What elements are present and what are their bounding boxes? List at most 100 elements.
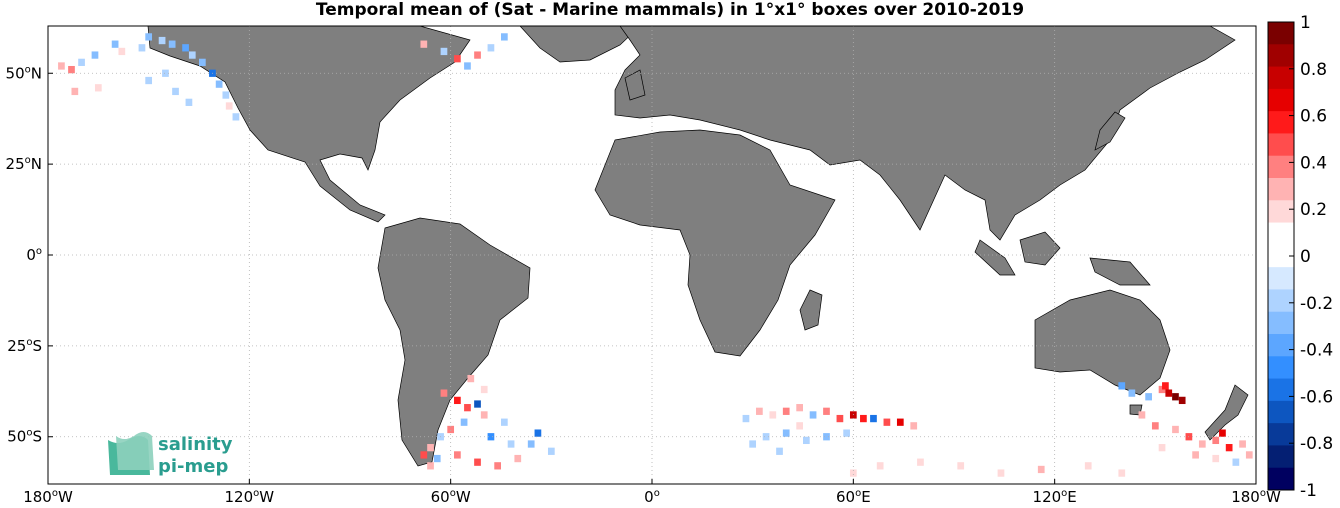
colorbar-segment bbox=[1268, 467, 1294, 491]
land-japan bbox=[1094, 111, 1126, 151]
data-box bbox=[454, 55, 461, 63]
data-box bbox=[1084, 462, 1092, 470]
land-north-america bbox=[147, 26, 471, 223]
data-box bbox=[182, 44, 189, 52]
data-box bbox=[1138, 411, 1146, 419]
y-tick-label: 0o bbox=[26, 246, 42, 264]
data-box bbox=[527, 440, 535, 448]
data-box bbox=[440, 389, 448, 397]
colorbar-tick-label: 1 bbox=[1300, 13, 1311, 33]
data-box bbox=[454, 451, 461, 459]
data-box bbox=[427, 462, 434, 470]
salinity-pi-mep-logo: salinity pi-mep bbox=[108, 432, 233, 477]
data-box bbox=[480, 411, 488, 419]
data-box bbox=[162, 69, 169, 77]
colorbar-segment bbox=[1268, 66, 1294, 90]
data-box bbox=[796, 404, 803, 412]
colorbar-segment bbox=[1268, 133, 1294, 157]
data-box bbox=[1165, 389, 1173, 397]
data-box bbox=[1118, 469, 1126, 477]
data-box bbox=[188, 51, 196, 59]
x-tick-label: 60oE bbox=[836, 488, 871, 506]
data-box bbox=[501, 418, 508, 426]
logo-line1: salinity bbox=[158, 434, 233, 455]
data-box bbox=[420, 451, 428, 459]
data-box bbox=[1178, 396, 1186, 405]
data-box bbox=[910, 422, 918, 430]
data-box bbox=[185, 98, 193, 106]
data-box bbox=[447, 425, 455, 434]
colorbar-tick-label: 0.2 bbox=[1300, 200, 1327, 220]
colorbar-tick-label: -0.4 bbox=[1300, 341, 1333, 361]
data-box bbox=[1145, 393, 1152, 401]
colorbar-segment bbox=[1268, 311, 1294, 335]
colorbar-segment bbox=[1268, 44, 1294, 68]
data-box bbox=[480, 385, 488, 394]
data-box bbox=[917, 458, 924, 466]
data-box bbox=[843, 429, 850, 437]
data-box bbox=[1158, 444, 1166, 452]
data-box bbox=[1118, 382, 1126, 390]
data-boxes bbox=[58, 33, 1253, 477]
data-box bbox=[1225, 444, 1233, 452]
colorbar-segment bbox=[1268, 88, 1294, 112]
land-australia bbox=[1034, 289, 1171, 396]
colorbar-segment bbox=[1268, 445, 1294, 469]
data-box bbox=[68, 65, 75, 74]
colorbar-tick-label: -0.6 bbox=[1300, 387, 1333, 407]
data-box bbox=[501, 33, 508, 41]
colorbar-segment bbox=[1268, 222, 1294, 246]
colorbar-segment bbox=[1268, 155, 1294, 179]
data-box bbox=[507, 440, 515, 448]
data-box bbox=[1037, 465, 1045, 474]
data-box bbox=[849, 469, 857, 477]
colorbar-segment bbox=[1268, 356, 1294, 380]
colorbar-segment bbox=[1268, 400, 1294, 424]
data-box bbox=[742, 414, 750, 423]
data-box bbox=[1162, 382, 1169, 390]
data-box bbox=[222, 91, 230, 99]
colorbar-segment bbox=[1268, 334, 1294, 357]
data-box bbox=[225, 102, 233, 110]
data-box bbox=[957, 462, 965, 470]
data-box bbox=[215, 80, 223, 88]
colorbar-tick-label: 0 bbox=[1300, 247, 1311, 267]
x-tick-label: 180oW bbox=[23, 488, 73, 506]
data-box bbox=[1212, 436, 1220, 445]
colorbar-tick-label: 0.4 bbox=[1300, 153, 1327, 173]
data-box bbox=[876, 462, 884, 470]
data-box bbox=[1219, 429, 1226, 437]
data-box bbox=[474, 51, 481, 59]
data-box bbox=[71, 87, 79, 96]
colorbar-tick-label: -0.2 bbox=[1300, 294, 1333, 314]
data-box bbox=[1232, 458, 1240, 466]
data-box bbox=[138, 44, 146, 52]
land-madagascar bbox=[799, 289, 823, 331]
data-box bbox=[883, 418, 891, 426]
data-box bbox=[474, 400, 481, 408]
data-box bbox=[94, 84, 102, 92]
data-box bbox=[118, 47, 126, 56]
data-box bbox=[796, 422, 803, 430]
colorbar-tick-label: 0.8 bbox=[1300, 60, 1327, 80]
colorbar-tick-label: -1 bbox=[1300, 481, 1317, 501]
data-box bbox=[199, 58, 206, 66]
data-box bbox=[168, 40, 176, 48]
data-box bbox=[58, 62, 65, 70]
data-box bbox=[896, 418, 904, 426]
data-box bbox=[172, 87, 179, 96]
data-box bbox=[460, 418, 468, 426]
data-box bbox=[1245, 451, 1253, 459]
data-box bbox=[1151, 422, 1159, 430]
data-box bbox=[232, 113, 240, 121]
data-box bbox=[1128, 389, 1136, 397]
data-box bbox=[514, 454, 522, 463]
land-new-guinea bbox=[1089, 257, 1151, 286]
colorbar-segment bbox=[1268, 22, 1294, 45]
data-box bbox=[474, 458, 481, 466]
data-box bbox=[547, 447, 555, 455]
data-box bbox=[420, 40, 428, 48]
data-box bbox=[1239, 440, 1246, 448]
colorbar-segment bbox=[1268, 423, 1294, 446]
land-masses bbox=[147, 26, 1249, 467]
